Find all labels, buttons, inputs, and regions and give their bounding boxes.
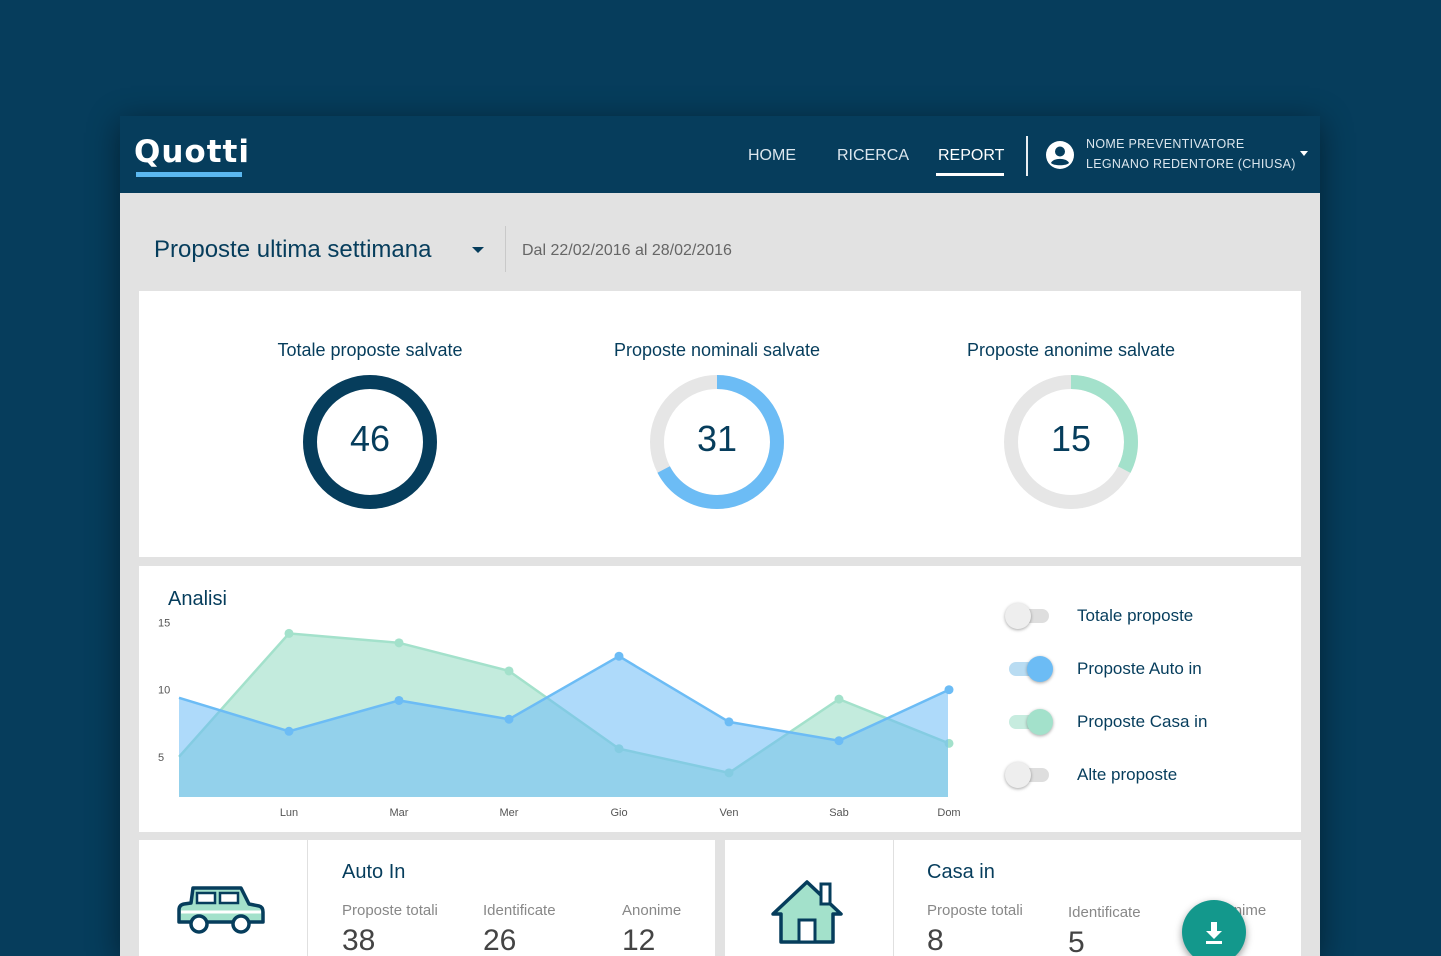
- nav-separator: [1026, 136, 1028, 176]
- kpi-total-label: Totale proposte salvate: [277, 340, 463, 360]
- kpi-nominal-value: 31: [696, 418, 738, 459]
- period-dropdown-icon[interactable]: [472, 247, 484, 253]
- x-tick-label: Mer: [500, 807, 519, 819]
- kpi-total-value: 46: [349, 418, 391, 459]
- stat-icon-cell: [139, 840, 308, 956]
- stat-card-auto: Auto In Proposte totali 38 Identificate …: [139, 840, 715, 956]
- stat-icon-cell: [725, 840, 894, 956]
- account-circle-icon[interactable]: [1045, 140, 1075, 170]
- auto-total-label: Proposte totali: [342, 902, 438, 919]
- user-branch[interactable]: LEGNANO REDENTORE (CHIUSA): [1086, 157, 1296, 171]
- data-point: [504, 666, 514, 676]
- toggle-auto[interactable]: [1009, 656, 1053, 682]
- toggle-knob[interactable]: [1027, 709, 1053, 735]
- legend-item-totale[interactable]: Totale proposte: [1005, 601, 1289, 631]
- period-select[interactable]: Proposte ultima settimana: [154, 236, 432, 263]
- data-point: [614, 651, 624, 661]
- toggle-knob[interactable]: [1005, 762, 1031, 788]
- data-point: [834, 694, 844, 704]
- download-icon: [1206, 922, 1222, 944]
- toggle-alte[interactable]: [1005, 762, 1049, 788]
- x-tick-label: Dom: [937, 807, 960, 819]
- period-date-range: Dal 22/02/2016 al 28/02/2016: [522, 242, 732, 259]
- casa-total-label: Proposte totali: [927, 902, 1023, 919]
- user-menu-chevron-down-icon[interactable]: [1300, 151, 1308, 156]
- legend-label-auto: Proposte Auto in: [1077, 659, 1202, 678]
- casa-identified-value: 5: [1068, 926, 1085, 956]
- kpi-card: Totale proposte salvate 46 Proposte nomi…: [139, 291, 1301, 557]
- y-tick-label: 10: [158, 685, 170, 697]
- analysis-card: Analisi 5 10 15 Lun Mar Mer Gio Ven Sab Dom Total…: [139, 566, 1301, 832]
- top-bar: Quotti HOME RICERCA REPORT NOME PREVENTI…: [120, 116, 1320, 193]
- data-point: [284, 628, 294, 638]
- x-tick-label: Mar: [390, 807, 409, 819]
- active-nav-indicator: [936, 173, 1004, 176]
- x-tick-label: Sab: [829, 807, 849, 819]
- y-tick-label: 5: [158, 752, 164, 764]
- app-logo[interactable]: Quotti: [134, 134, 250, 170]
- toggle-totale[interactable]: [1005, 603, 1049, 629]
- period-separator: [505, 226, 506, 272]
- nav-report[interactable]: REPORT: [938, 147, 1005, 164]
- series-line-1: [178, 654, 950, 742]
- kpi-anonymous-donut: [1004, 375, 1138, 509]
- legend-label-alte: Alte proposte: [1077, 765, 1178, 784]
- nav-ricerca[interactable]: RICERCA: [837, 147, 910, 164]
- auto-identified-label: Identificate: [483, 902, 556, 919]
- data-point: [944, 685, 954, 695]
- toggle-knob[interactable]: [1005, 603, 1031, 629]
- x-tick-label: Ven: [720, 807, 739, 819]
- kpi-nominal-donut: [650, 375, 784, 509]
- data-point: [504, 714, 514, 724]
- series-area-1: [179, 656, 949, 797]
- auto-anonymous-value: 12: [622, 924, 656, 956]
- toggle-knob[interactable]: [1027, 656, 1053, 682]
- analysis-title: Analisi: [168, 588, 227, 610]
- legend-label-totale: Totale proposte: [1077, 606, 1194, 625]
- x-tick-label: Lun: [280, 807, 298, 819]
- y-tick-label: 15: [158, 618, 170, 630]
- analysis-area-chart: 5 10 15 Lun Mar Mer Gio Ven Sab Dom: [158, 618, 961, 819]
- logo-underline: [136, 172, 242, 177]
- kpi-total-donut: [303, 375, 437, 509]
- house-icon: [771, 880, 843, 944]
- legend-item-alte[interactable]: Alte proposte: [1005, 760, 1289, 790]
- nav-home[interactable]: HOME: [748, 147, 796, 164]
- car-icon: [177, 886, 265, 934]
- x-tick-label: Gio: [610, 807, 627, 819]
- data-point: [724, 717, 734, 727]
- legend-label-casa: Proposte Casa in: [1077, 712, 1208, 731]
- user-name[interactable]: NOME PREVENTIVATORE: [1086, 137, 1245, 151]
- report-window: Quotti HOME RICERCA REPORT NOME PREVENTI…: [120, 116, 1320, 956]
- auto-total-value: 38: [342, 924, 376, 956]
- data-point: [284, 726, 294, 736]
- toggle-casa[interactable]: [1009, 709, 1053, 735]
- auto-identified-value: 26: [483, 924, 517, 956]
- legend-item-auto[interactable]: Proposte Auto in: [1009, 654, 1289, 684]
- legend-item-casa[interactable]: Proposte Casa in: [1009, 707, 1289, 737]
- data-point: [394, 695, 404, 705]
- data-point: [834, 736, 844, 746]
- stat-title-auto: Auto In: [342, 861, 406, 883]
- kpi-nominal-label: Proposte nominali salvate: [613, 340, 821, 360]
- download-button[interactable]: [1182, 900, 1246, 956]
- kpi-anonymous-value: 15: [1050, 418, 1092, 459]
- casa-identified-label: Identificate: [1068, 904, 1141, 921]
- kpi-anonymous-label: Proposte anonime salvate: [966, 340, 1176, 360]
- data-point: [394, 638, 404, 648]
- casa-total-value: 8: [927, 924, 944, 956]
- auto-anonymous-label: Anonime: [622, 902, 682, 919]
- stat-title-casa: Casa in: [927, 861, 995, 883]
